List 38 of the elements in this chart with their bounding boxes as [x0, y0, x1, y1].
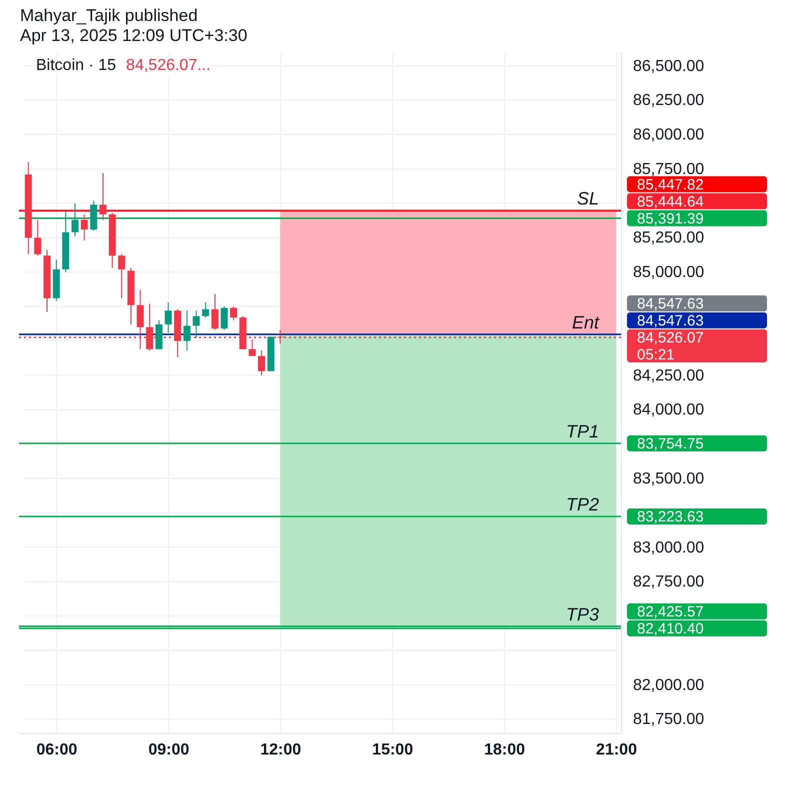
- ref-line-label: 83,223.63: [637, 508, 704, 526]
- x-tick-label: 15:00: [372, 742, 414, 758]
- annotation: TP3: [566, 604, 599, 624]
- y-tick-label: 84,000.00: [633, 402, 704, 419]
- y-tick-label: 81,750.00: [633, 711, 704, 728]
- y-tick-label: 84,250.00: [633, 367, 704, 384]
- y-tick-label: 85,250.00: [633, 230, 704, 247]
- x-tick-label: 18:00: [484, 742, 526, 758]
- annotation: SL: [576, 188, 599, 209]
- x-tick-label: 12:00: [260, 742, 302, 758]
- x-tick-label: 09:00: [148, 742, 190, 758]
- chart-title: Bitcoin · 15: [36, 57, 116, 74]
- annotation: Ent: [572, 312, 600, 332]
- x-tick-label: 06:00: [36, 742, 78, 758]
- y-tick-label: 86,000.00: [633, 126, 704, 144]
- y-tick-label: 82,750.00: [633, 574, 704, 591]
- annotation: TP2: [566, 494, 599, 515]
- text: Mahyar_Tajik published: [20, 6, 199, 26]
- ref-line-label: 85,447.82: [637, 176, 704, 194]
- text: Apr 13, 2025 12:09 UTC+3:30: [20, 26, 248, 46]
- y-tick-label: 83,000.00: [633, 539, 704, 556]
- ref-line-label: 84,547.63: [637, 295, 704, 312]
- chart-subtitle: 84,526.07...: [126, 57, 211, 74]
- y-tick-label: 83,500.00: [633, 470, 704, 488]
- ref-line-label: 85,391.39: [637, 210, 704, 228]
- x-tick-label: 21:00: [596, 742, 638, 758]
- y-tick-label: 85,000.00: [633, 264, 704, 282]
- y-tick-label: 82,000.00: [633, 676, 704, 694]
- y-tick-label: 86,250.00: [633, 92, 704, 110]
- ref-line-label: 82,410.40: [637, 620, 704, 638]
- ref-line-label: 84,526.07 05:21: [637, 329, 704, 364]
- y-tick-label: 86,500.00: [633, 58, 704, 75]
- ref-line-label: 82,425.57: [637, 603, 704, 620]
- annotation: TP1: [566, 421, 599, 442]
- ref-line-label: 85,444.64: [637, 193, 704, 210]
- ref-line-label: 83,754.75: [637, 435, 704, 452]
- y-tick-label: 85,750.00: [633, 160, 704, 178]
- ref-line-label: 84,547.63: [637, 312, 704, 330]
